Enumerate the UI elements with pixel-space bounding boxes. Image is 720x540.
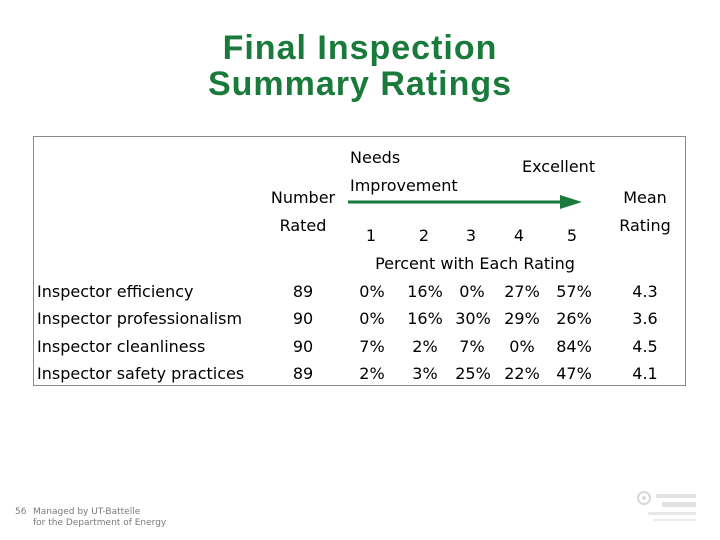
scale-arrow-icon [348, 195, 582, 209]
mean-rating-line-2: Rating [619, 216, 671, 235]
table-frame [33, 136, 686, 386]
pct-efficiency-1: 0% [359, 282, 385, 301]
number-rated-safety: 89 [292, 364, 314, 383]
slide-title: Final Inspection Summary Ratings [0, 30, 720, 102]
scale-label-1: 1 [365, 226, 377, 245]
scale-label-5: 5 [566, 226, 578, 245]
needs-improvement-header: Needs Improvement [350, 144, 458, 200]
number-rated-efficiency: 89 [292, 282, 314, 301]
needs-improvement-line-1: Needs [350, 148, 401, 167]
pct-professionalism-5: 26% [556, 309, 592, 328]
managed-by-line-2: for the Department of Energy [33, 518, 167, 528]
pct-safety-4: 22% [504, 364, 540, 383]
number-rated-line-1: Number [270, 188, 336, 207]
pct-professionalism-4: 29% [504, 309, 540, 328]
number-rated-line-2: Rated [279, 216, 327, 235]
managed-by-line-1: Managed by UT-Battelle [33, 507, 141, 517]
row-label-cleanliness: Inspector cleanliness [37, 337, 206, 356]
pct-cleanliness-1: 7% [359, 337, 385, 356]
slide-number: 56 [15, 507, 27, 517]
pct-professionalism-2: 16% [407, 309, 443, 328]
number-rated-header: Number Rated [266, 184, 340, 240]
scale-label-2: 2 [418, 226, 430, 245]
pct-professionalism-1: 0% [359, 309, 385, 328]
number-rated-professionalism: 90 [292, 309, 314, 328]
mean-professionalism: 3.6 [632, 309, 658, 328]
oak-ridge-logo-icon [637, 491, 696, 521]
percent-caption: Percent with Each Rating [375, 254, 575, 273]
pct-safety-2: 3% [412, 364, 438, 383]
mean-rating-line-1: Mean [623, 188, 667, 207]
pct-cleanliness-2: 2% [412, 337, 438, 356]
pct-efficiency-3: 0% [459, 282, 485, 301]
pct-efficiency-2: 16% [407, 282, 443, 301]
number-rated-cleanliness: 90 [292, 337, 314, 356]
pct-cleanliness-4: 0% [509, 337, 535, 356]
pct-professionalism-3: 30% [455, 309, 491, 328]
needs-improvement-line-2: Improvement [350, 176, 458, 195]
pct-safety-3: 25% [455, 364, 491, 383]
scale-label-4: 4 [513, 226, 525, 245]
pct-safety-1: 2% [359, 364, 385, 383]
title-line-1: Final Inspection [222, 29, 498, 67]
managed-by-text: Managed by UT-Battelle for the Departmen… [33, 507, 166, 529]
mean-safety: 4.1 [632, 364, 658, 383]
pct-efficiency-5: 57% [556, 282, 592, 301]
excellent-header: Excellent [522, 157, 596, 176]
pct-cleanliness-3: 7% [459, 337, 485, 356]
row-label-efficiency: Inspector efficiency [37, 282, 194, 301]
row-label-professionalism: Inspector professionalism [37, 309, 243, 328]
pct-efficiency-4: 27% [504, 282, 540, 301]
header-mask [262, 137, 604, 189]
title-line-2: Summary Ratings [207, 65, 513, 103]
pct-cleanliness-5: 84% [556, 337, 592, 356]
row-label-safety: Inspector safety practices [37, 364, 245, 383]
pct-safety-5: 47% [556, 364, 592, 383]
mean-efficiency: 4.3 [632, 282, 658, 301]
mean-rating-header: Mean Rating [608, 184, 682, 240]
scale-label-3: 3 [465, 226, 477, 245]
mean-cleanliness: 4.5 [632, 337, 658, 356]
